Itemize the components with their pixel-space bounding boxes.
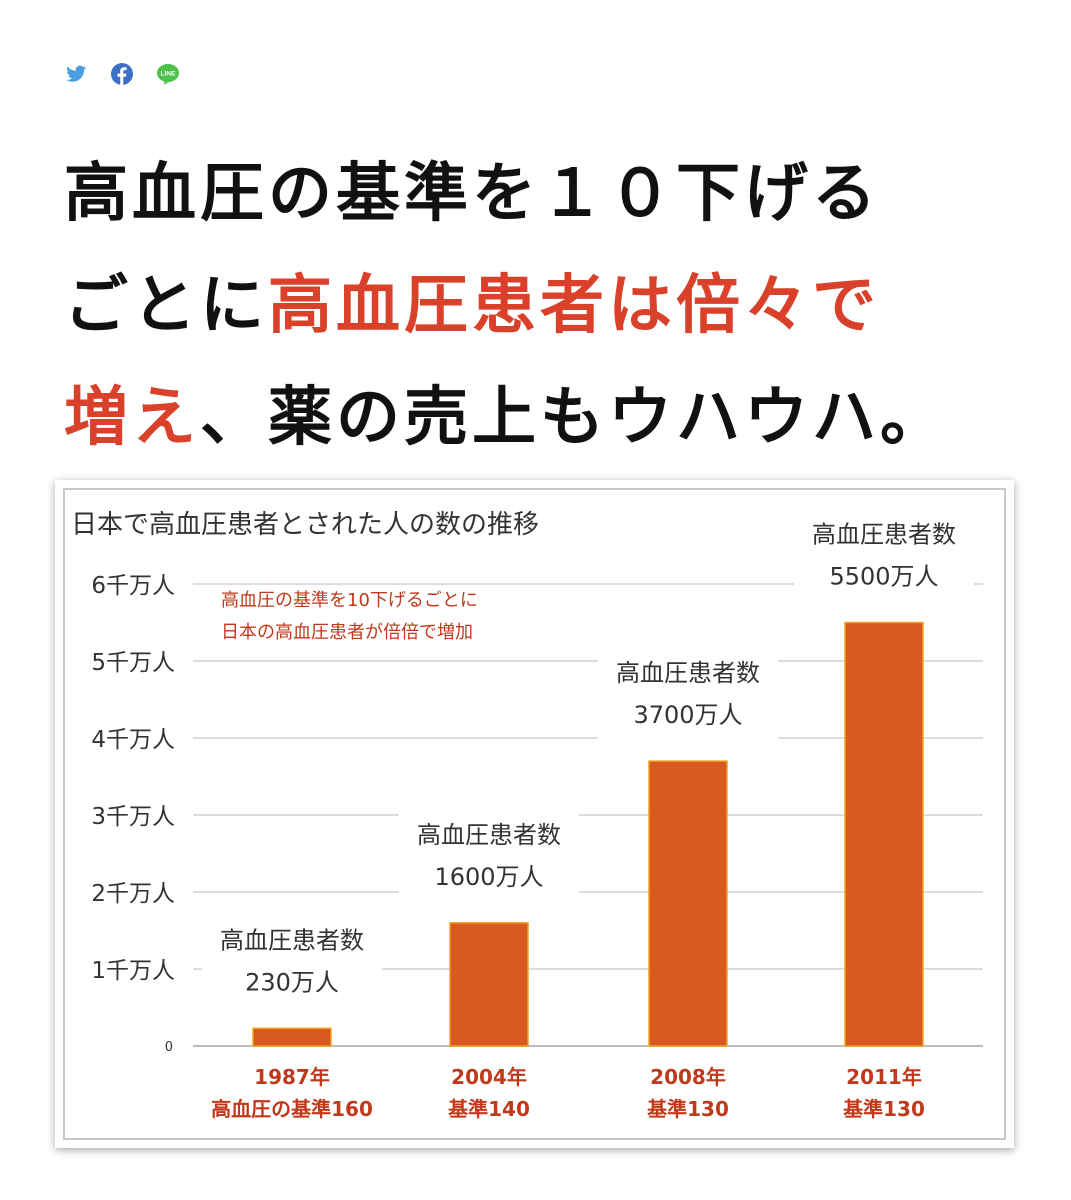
y-tick-label: 5千万人 bbox=[91, 650, 175, 676]
bar-chart: 日本で高血圧患者とされた人の数の推移 0 1千万人 2千万人 3千万人 4千万人 5千万人 6… bbox=[71, 510, 983, 1121]
bar bbox=[449, 922, 529, 1047]
bar-label-value: 1600万人 bbox=[434, 863, 543, 891]
y-tick-label: 0 bbox=[165, 1040, 173, 1055]
line-icon-label: LINE bbox=[161, 71, 176, 78]
headline-line-2-highlight: 高血圧患者は倍々で bbox=[268, 269, 880, 343]
line-icon[interactable]: LINE bbox=[156, 62, 180, 86]
x-tick-label: 2011年 bbox=[846, 1065, 922, 1089]
y-tick-label: 6千万人 bbox=[91, 573, 175, 599]
x-tick-sublabel: 高血圧の基準160 bbox=[211, 1097, 373, 1121]
bar-label-backdrop bbox=[598, 649, 778, 740]
chart-frame bbox=[63, 488, 1006, 1140]
bar-label-title: 高血圧患者数 bbox=[220, 926, 364, 954]
x-tick-sublabel: 基準130 bbox=[843, 1097, 925, 1121]
headline-line-3b: 、薬の売上もウハウハ。 bbox=[200, 381, 948, 455]
y-tick-label: 3千万人 bbox=[91, 804, 175, 830]
bar-label-title: 高血圧患者数 bbox=[616, 659, 760, 687]
headline-line-3-highlight: 増え bbox=[64, 381, 200, 455]
headline: 高血圧の基準を１０下げる ごとに高血圧患者は倍々で 増え、薬の売上もウハウハ。 bbox=[64, 138, 1024, 474]
x-tick-sublabel: 基準140 bbox=[448, 1097, 530, 1121]
bar-label-value: 3700万人 bbox=[633, 701, 742, 729]
y-tick-label: 4千万人 bbox=[91, 727, 175, 753]
headline-line-2a: ごとに bbox=[64, 269, 268, 343]
chart-annotation: 高血圧の基準を10下げるごとに bbox=[221, 590, 478, 611]
x-tick-label: 1987年 bbox=[254, 1065, 330, 1089]
x-tick-label: 2008年 bbox=[650, 1065, 726, 1089]
bar bbox=[648, 760, 728, 1047]
share-bar: LINE bbox=[64, 62, 180, 86]
bar-label-backdrop bbox=[399, 810, 579, 901]
bar-label-title: 高血圧患者数 bbox=[417, 821, 561, 849]
bar bbox=[252, 1027, 332, 1047]
headline-line-1: 高血圧の基準を１０下げる bbox=[64, 157, 880, 231]
bar-label-value: 230万人 bbox=[245, 968, 339, 996]
y-tick-label: 2千万人 bbox=[91, 881, 175, 907]
chart-title: 日本で高血圧患者とされた人の数の推移 bbox=[71, 510, 539, 540]
facebook-icon[interactable] bbox=[110, 62, 134, 86]
y-tick-label: 1千万人 bbox=[91, 958, 175, 984]
chart-annotation: 日本の高血圧患者が倍倍で増加 bbox=[221, 622, 473, 643]
bar-label-backdrop bbox=[794, 510, 974, 601]
twitter-icon[interactable] bbox=[64, 62, 88, 86]
bar-label-title: 高血圧患者数 bbox=[812, 521, 956, 549]
x-tick-label: 2004年 bbox=[451, 1065, 527, 1089]
bar bbox=[844, 621, 924, 1047]
bar-label-value: 5500万人 bbox=[829, 563, 938, 591]
x-tick-sublabel: 基準130 bbox=[647, 1097, 729, 1121]
chart-card: 日本で高血圧患者とされた人の数の推移 0 1千万人 2千万人 3千万人 4千万人 5千万人 6… bbox=[55, 480, 1014, 1148]
bar-label-backdrop bbox=[202, 916, 382, 1007]
